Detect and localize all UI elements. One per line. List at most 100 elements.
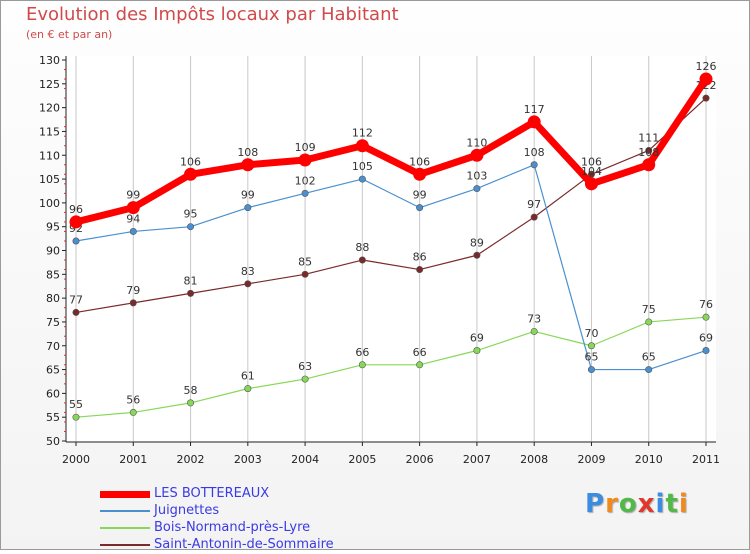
legend-swatch [100, 490, 150, 498]
data-point [69, 215, 83, 229]
data-point [244, 385, 252, 393]
data-point [530, 161, 538, 169]
legend-item: LES BOTTEREAUX [100, 486, 420, 503]
x-tick-label: 2002 [177, 453, 205, 466]
data-point [702, 313, 710, 321]
data-point [358, 256, 366, 264]
x-tick-label: 2011 [692, 453, 720, 466]
data-label: 73 [527, 312, 541, 325]
data-point [301, 189, 309, 197]
logo-letter: o [618, 489, 638, 519]
x-tick-label: 2003 [234, 453, 262, 466]
logo-letter: i [655, 489, 666, 519]
data-label: 99 [241, 189, 255, 202]
y-tick-label: 95 [46, 221, 60, 234]
x-tick-label: 2000 [62, 453, 90, 466]
y-tick-label: 80 [46, 292, 60, 305]
legend-label: Bois-Normand-près-Lyre [154, 520, 311, 535]
legend-swatch [100, 527, 150, 529]
data-label: 103 [466, 170, 487, 183]
legend-item: Saint-Antonin-de-Sommaire [100, 537, 420, 554]
data-point [301, 270, 309, 278]
y-tick-label: 65 [46, 364, 60, 377]
data-label: 99 [126, 189, 140, 202]
data-point [473, 185, 481, 193]
data-point [413, 167, 427, 181]
data-label: 65 [642, 351, 656, 364]
y-tick-label: 50 [46, 435, 60, 448]
y-tick-label: 125 [39, 78, 60, 91]
data-label: 99 [413, 189, 427, 202]
y-tick-label: 75 [46, 316, 60, 329]
series-line [75, 316, 707, 418]
data-point [587, 342, 595, 350]
data-label: 61 [241, 370, 255, 383]
data-label: 77 [69, 293, 83, 306]
data-point [587, 366, 595, 374]
data-point [126, 201, 140, 215]
data-label: 95 [184, 208, 198, 221]
legend-item: Juignettes [100, 503, 420, 520]
data-point [72, 237, 80, 245]
chart-title: Evolution des Impôts locaux par Habitant [26, 4, 399, 25]
data-label: 97 [527, 198, 541, 211]
data-point [129, 408, 137, 416]
data-point [645, 318, 653, 326]
logo-letter: P [585, 489, 606, 519]
data-label: 63 [298, 360, 312, 373]
legend-label: LES BOTTEREAUX [154, 486, 270, 501]
chart-subtitle: (en € et par an) [26, 28, 113, 41]
x-tick-label: 2007 [463, 453, 491, 466]
data-label: 76 [699, 298, 713, 311]
data-point [645, 366, 653, 374]
data-label: 96 [69, 203, 83, 216]
y-tick-label: 130 [39, 54, 60, 67]
data-label: 109 [295, 141, 316, 154]
data-point [530, 213, 538, 221]
legend-label: Juignettes [154, 503, 220, 518]
data-point [358, 175, 366, 183]
data-label: 69 [699, 332, 713, 345]
series-line [75, 164, 707, 371]
data-point [473, 251, 481, 259]
data-label: 81 [184, 274, 198, 287]
legend-item: Bois-Normand-près-Lyre [100, 520, 420, 537]
data-point [129, 227, 137, 235]
data-point [129, 299, 137, 307]
data-label: 117 [524, 103, 545, 116]
data-point [470, 148, 484, 162]
data-label: 106 [180, 155, 201, 168]
y-tick-label: 85 [46, 268, 60, 281]
data-point [298, 153, 312, 167]
y-tick-label: 60 [46, 387, 60, 400]
data-label: 66 [355, 346, 369, 359]
proxiti-logo: Proxiti [585, 489, 689, 519]
data-point [416, 266, 424, 274]
data-point [72, 308, 80, 316]
data-point [301, 375, 309, 383]
legend-swatch [100, 544, 150, 546]
data-point [702, 347, 710, 355]
legend-label: Saint-Antonin-de-Sommaire [154, 537, 334, 552]
data-point [244, 204, 252, 212]
data-label: 94 [126, 212, 140, 225]
x-tick-label: 2005 [348, 453, 376, 466]
logo-letter: i [678, 489, 689, 519]
data-label: 104 [581, 165, 602, 178]
data-point [187, 223, 195, 231]
x-tick-label: 2001 [119, 453, 147, 466]
data-label: 65 [584, 351, 598, 364]
data-label: 58 [184, 384, 198, 397]
y-tick-label: 115 [39, 125, 60, 138]
data-label: 110 [466, 136, 487, 149]
logo-letter: t [665, 489, 679, 519]
logo-letter: r [605, 489, 619, 519]
data-point [358, 361, 366, 369]
x-tick-label: 2004 [291, 453, 319, 466]
data-label: 108 [524, 146, 545, 159]
data-label: 75 [642, 303, 656, 316]
x-tick-label: 2010 [635, 453, 663, 466]
data-point [699, 72, 713, 86]
legend-swatch [100, 510, 150, 512]
